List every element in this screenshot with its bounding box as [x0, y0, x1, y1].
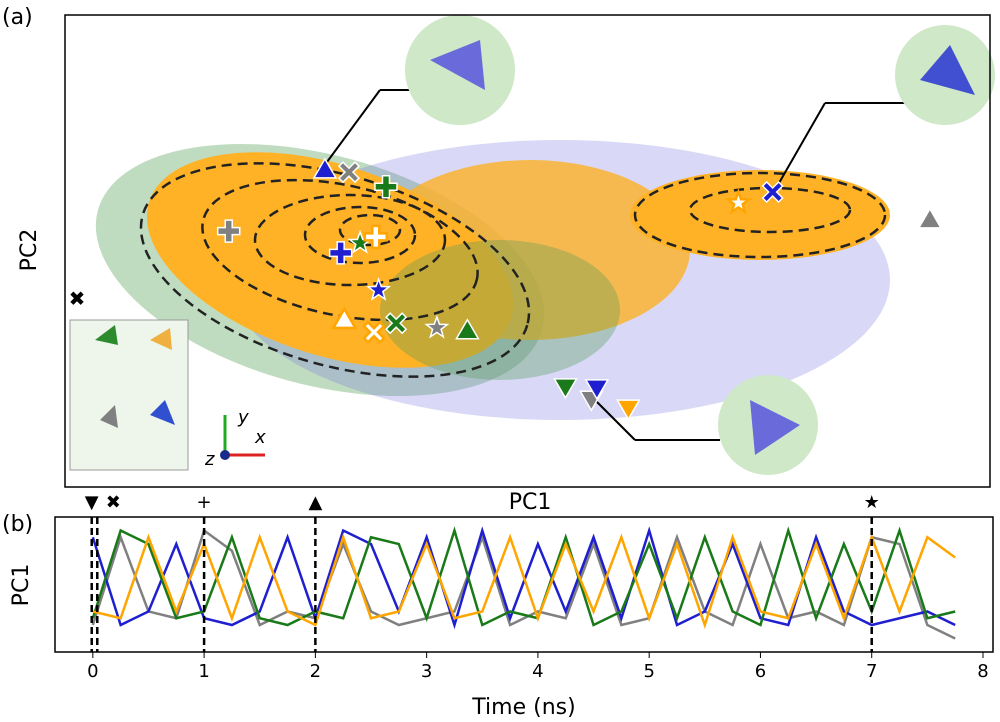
marker	[724, 188, 753, 215]
marker	[553, 378, 578, 400]
marker	[917, 207, 943, 229]
triad-label: y	[237, 407, 249, 428]
event-label: ▲	[308, 492, 322, 513]
x-axis-label: Time (ns)	[471, 695, 575, 720]
x-tick-label: 7	[866, 661, 877, 682]
marker	[761, 180, 784, 204]
event-label: ✖	[106, 492, 121, 513]
marker	[424, 314, 450, 339]
x-tick-label: 0	[87, 661, 98, 682]
panel-a-frame	[64, 14, 991, 488]
marker	[363, 224, 389, 250]
series-line	[91, 528, 956, 640]
x-tick-label: 8	[977, 661, 988, 682]
marker	[331, 306, 358, 330]
y-axis-label: PC2	[17, 229, 42, 272]
x-tick-label: 1	[198, 661, 209, 682]
x-tick-label: 4	[532, 661, 543, 682]
marker	[337, 161, 361, 184]
event-label: ▼	[85, 492, 99, 513]
marker	[362, 320, 386, 344]
inset-label: ✖	[69, 287, 86, 311]
marker	[616, 399, 641, 421]
marker	[328, 241, 353, 265]
panel-label: (b)	[2, 512, 33, 537]
triad-label: z	[204, 449, 215, 470]
event-label: +	[197, 492, 212, 513]
series-line	[91, 526, 956, 627]
event-label: ★	[864, 492, 880, 513]
x-axis-label: PC1	[509, 490, 552, 515]
marker	[374, 175, 398, 199]
x-tick-label: 3	[421, 661, 432, 682]
x-tick-label: 5	[643, 661, 654, 682]
triad-label: x	[254, 427, 266, 448]
marker	[584, 379, 610, 401]
marker	[216, 219, 241, 243]
structure-insets	[69, 15, 995, 475]
marker	[366, 276, 392, 301]
marker	[385, 312, 408, 335]
x-tick-label: 6	[755, 661, 766, 682]
y-axis-label: PC1	[9, 564, 34, 607]
marker	[312, 157, 338, 179]
x-tick-label: 2	[310, 661, 321, 682]
series-line	[92, 533, 956, 629]
panel-b-frame	[54, 516, 994, 653]
marker	[455, 318, 480, 340]
panel-label: (a)	[2, 5, 33, 30]
